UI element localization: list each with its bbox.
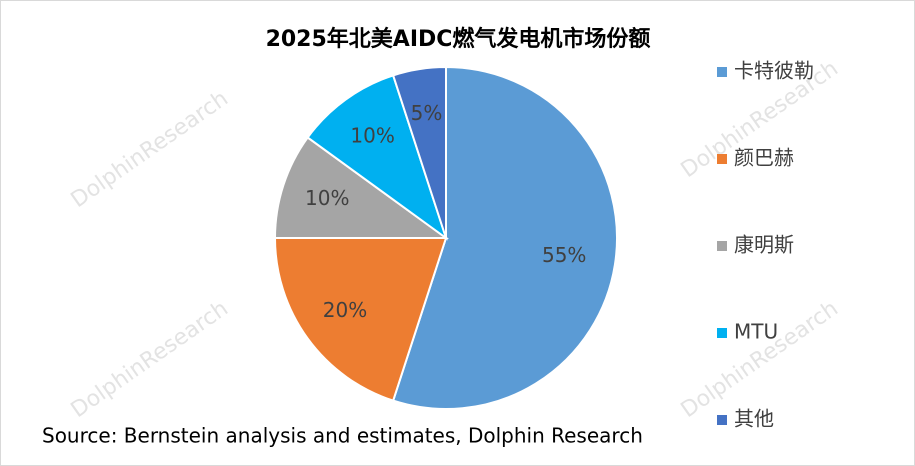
pie-slice [391,65,618,410]
legend-label: 康明斯 [734,233,794,257]
data-label: 5% [411,101,443,125]
legend-label: 其他 [734,407,774,431]
legend-label: MTU [734,320,778,344]
pie-slice [273,237,448,402]
data-label: 10% [305,186,349,210]
data-label: 55% [542,243,586,267]
chart-title: 2025年北美AIDC燃气发电机市场份额 [266,26,651,52]
legend-swatch [717,415,727,425]
legend-label: 颜巴赫 [734,146,794,170]
pie-slice [391,65,447,239]
legend-swatch [717,241,727,251]
source-note: Source: Bernstein analysis and estimates… [42,424,643,448]
pie-slice [273,136,450,239]
legend-swatch [717,328,727,338]
data-label: 20% [323,298,367,322]
legend-swatch [717,67,727,77]
pie-slice [306,74,448,241]
legend-swatch [717,154,727,164]
data-label: 10% [350,124,394,148]
legend-label: 卡特彼勒 [734,59,814,83]
